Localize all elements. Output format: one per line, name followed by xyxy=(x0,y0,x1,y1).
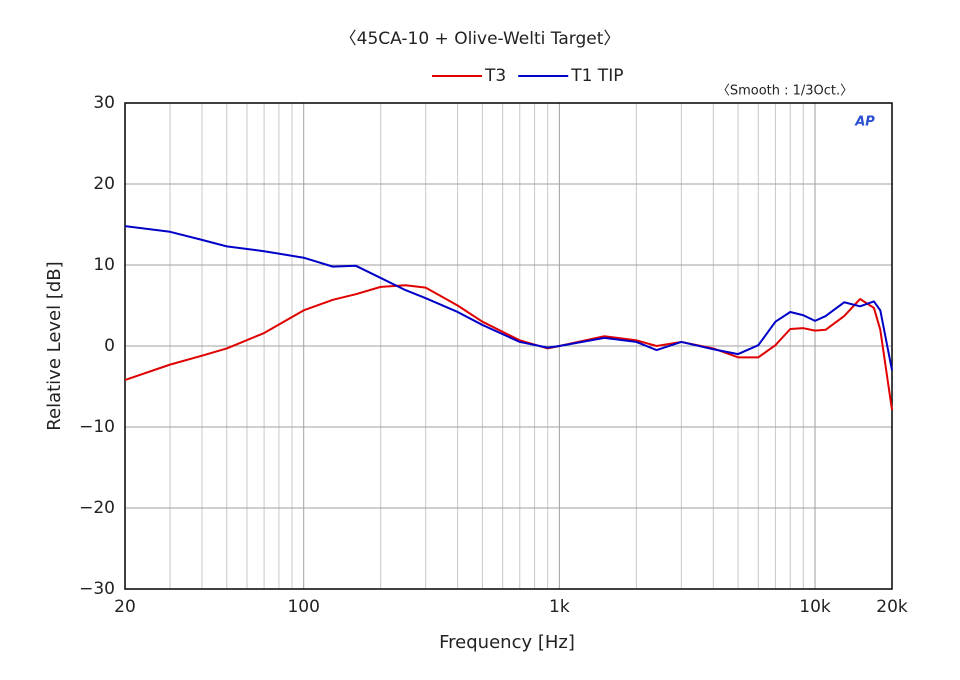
y-tick-label: 10 xyxy=(93,255,115,275)
y-tick-label: −30 xyxy=(79,579,115,599)
x-axis-label: Frequency [Hz] xyxy=(439,632,575,653)
x-tick-label: 100 xyxy=(287,597,319,617)
x-tick-label: 20 xyxy=(114,597,136,617)
legend-label: T1 TIP xyxy=(570,66,623,86)
y-tick-label: −20 xyxy=(79,498,115,518)
chart-title: 〈45CA-10 + Olive-Welti Target〉 xyxy=(340,29,621,49)
series-line xyxy=(124,284,893,411)
x-tick-label: 20k xyxy=(876,597,908,617)
y-tick-label: 30 xyxy=(93,93,115,113)
legend-label: T3 xyxy=(484,66,506,86)
y-tick-label: 0 xyxy=(104,336,115,356)
annotation: 〈Smooth : 1/3Oct.〉 xyxy=(717,84,853,99)
series-line xyxy=(124,225,893,371)
logo: AP xyxy=(854,115,875,130)
x-tick-label: 1k xyxy=(549,597,570,617)
y-axis-label: Relative Level [dB] xyxy=(44,261,65,430)
y-tick-label: −10 xyxy=(79,417,115,437)
plot-frame xyxy=(124,102,893,590)
y-tick-label: 20 xyxy=(93,174,115,194)
x-tick-label: 10k xyxy=(799,597,831,617)
